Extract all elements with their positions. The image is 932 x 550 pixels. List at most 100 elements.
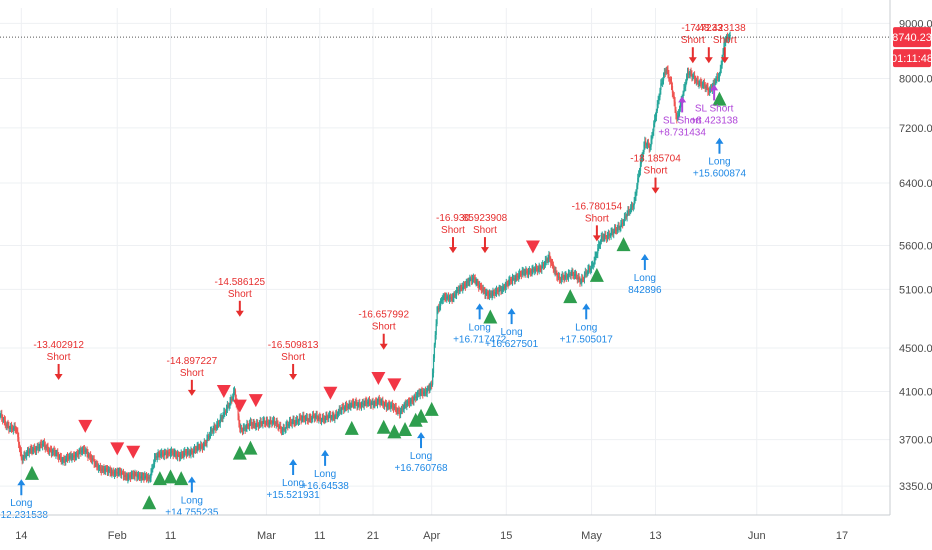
candle-body [78, 451, 80, 455]
candle-body [586, 272, 588, 274]
candle-body [588, 268, 590, 270]
candle-body [25, 455, 27, 457]
candle-body [656, 103, 658, 111]
candle-body [357, 404, 359, 407]
candle-body [331, 415, 333, 418]
candle-body [703, 83, 706, 87]
candle-body [354, 402, 356, 405]
candle-body [73, 455, 75, 457]
candle-body [442, 297, 444, 300]
candle-body [114, 474, 116, 476]
candle-body [390, 405, 392, 408]
candle-body [64, 460, 66, 462]
candle-body [606, 237, 608, 239]
candle-body [101, 468, 103, 471]
candle-body [17, 431, 19, 438]
candle-body [578, 277, 580, 279]
candle-body [534, 270, 536, 272]
candle-body [294, 422, 296, 424]
candle-body [201, 445, 203, 447]
candle-body [544, 260, 547, 265]
candle-body [110, 471, 112, 474]
candle-body [695, 79, 698, 82]
candle-body [648, 145, 650, 149]
candle-body [647, 143, 650, 146]
candle-body [60, 457, 62, 461]
candle-body [39, 443, 41, 448]
arrow-down-icon [289, 373, 298, 380]
candle-body [479, 285, 481, 288]
candle-body [148, 476, 150, 479]
candle-body [223, 412, 225, 417]
x-tick-label: 21 [367, 530, 379, 542]
annotation-pnl-text: -16.780154 [572, 201, 623, 212]
candle-body [470, 278, 472, 280]
candle-body [394, 406, 396, 408]
y-tick-label: 5600.00 [899, 241, 932, 253]
candle-body [156, 456, 158, 458]
candle-body [505, 283, 507, 287]
x-tick-label: 17 [836, 530, 848, 542]
candle-body [272, 421, 274, 424]
candle-body [38, 447, 40, 449]
annotation-pnl-text: -14.586125 [215, 277, 266, 288]
candle-body [30, 448, 32, 450]
candle-body [579, 278, 581, 283]
candle-body [305, 417, 308, 419]
candle-body [573, 274, 575, 277]
candle-body [584, 272, 587, 276]
long-trade-annotation: Long+14.755235 [165, 476, 219, 518]
candle-body [351, 402, 353, 406]
candle-body [368, 400, 370, 403]
candle-body [87, 453, 89, 457]
candle-body [528, 270, 531, 273]
candle-body [704, 86, 706, 88]
candle-body [70, 455, 72, 458]
countdown-label: 01:11:48 [891, 53, 932, 65]
candle-body [437, 308, 439, 310]
annotation-pnl-text: -17.4 [681, 23, 704, 34]
candle-body [266, 420, 269, 423]
candle-body [581, 278, 583, 282]
candle-body [138, 474, 141, 477]
short-signal-triangle [323, 386, 338, 400]
candle-body [33, 448, 35, 450]
candle-body [233, 392, 235, 397]
long-trade-annotation: Long+16.64538 [301, 449, 349, 492]
candle-body [137, 476, 139, 478]
candle-body [106, 469, 109, 472]
candle-body [420, 390, 422, 393]
candle-body [726, 37, 729, 39]
candle-body [506, 283, 508, 285]
candle-body [503, 286, 505, 288]
candle-body [712, 82, 714, 87]
annotation-pnl-text: +16.64538 [301, 481, 349, 492]
candle-body [225, 408, 228, 412]
annotation-label-text: Short [713, 35, 737, 46]
candle-body [710, 88, 712, 90]
candle-body [583, 278, 585, 280]
candle-body [417, 392, 420, 394]
candle-body [727, 38, 730, 40]
candle-body [2, 417, 4, 421]
candle-body [497, 290, 499, 292]
candle-body [686, 75, 688, 83]
candle-body [636, 185, 638, 193]
candle-body [74, 455, 77, 458]
candle-body [654, 118, 656, 124]
candle-body [373, 404, 375, 406]
candle-body [519, 272, 522, 275]
short-signal-triangle [248, 394, 263, 408]
candle-body [336, 414, 338, 416]
candle-body [562, 275, 564, 278]
candle-body [275, 422, 277, 424]
candle-body [488, 294, 490, 297]
annotation-label-text: Long [282, 478, 304, 489]
candle-body [323, 418, 325, 421]
candle-body [543, 264, 546, 266]
y-tick-label: 7200.00 [899, 123, 932, 135]
candle-body [631, 206, 633, 208]
